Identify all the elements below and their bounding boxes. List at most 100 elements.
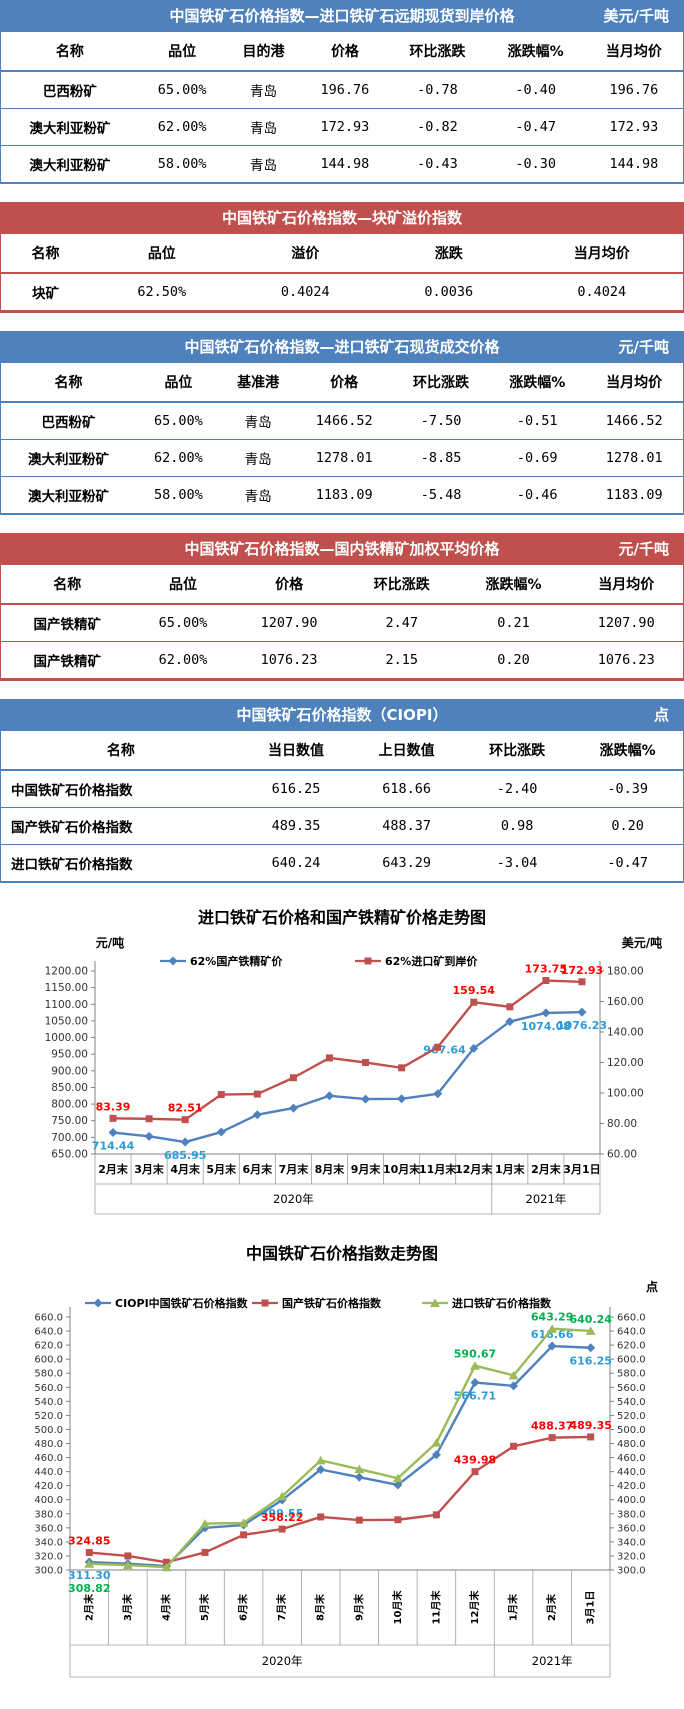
data-label: 82.51 <box>168 1102 203 1115</box>
left-tick-label: 950.00 <box>51 1049 88 1061</box>
data-label: 399.55 <box>261 1507 303 1520</box>
legend-item: 62%进口矿到岸价 <box>355 954 478 968</box>
data-point <box>508 1370 519 1380</box>
table-row: 国产铁精矿 65.00% 1207.90 2.47 0.21 1207.90 <box>1 604 683 642</box>
legend-label: 62%进口矿到岸价 <box>385 954 478 968</box>
row-name-cell: 国产铁矿石价格指数 <box>11 820 133 836</box>
table-row: 巴西粉矿 65.00% 青岛 1466.52 -7.50 -0.51 1466.52 <box>1 402 683 440</box>
data-point <box>471 1468 479 1476</box>
right-tick-label: 100.00 <box>607 1088 644 1100</box>
value-cell: 144.98 <box>609 156 659 172</box>
right-tick-label: 440.0 <box>617 1467 646 1478</box>
value-cell: 0.0036 <box>424 284 474 300</box>
import-ore-spot-transaction-price-table: 中国铁矿石价格指数—进口铁矿石现货成交价格 元/千吨 名称 品位 基准港 价格 环比涨跌… <box>0 331 684 515</box>
left-tick-label: 850.00 <box>51 1082 88 1094</box>
table-row: 国产铁矿石价格指数 489.35 488.37 0.98 0.20 <box>1 807 683 845</box>
left-tick-label: 1000.00 <box>45 1032 88 1044</box>
data-point <box>316 1465 326 1475</box>
left-tick-label: 360.0 <box>34 1523 63 1534</box>
category-label: 12月末 <box>455 1162 493 1176</box>
header-row: 名称 当日数值 上日数值 环比涨跌 涨跌幅% <box>1 731 683 770</box>
left-tick-label: 1200.00 <box>45 966 88 978</box>
value-cell: -0.78 <box>417 82 458 98</box>
right-tick-label: 180.00 <box>607 966 644 978</box>
value-cell: -0.51 <box>516 413 558 429</box>
left-tick-label: 800.00 <box>51 1099 88 1111</box>
left-tick-label: 620.0 <box>34 1341 63 1352</box>
category-label: 3月末 <box>134 1162 165 1176</box>
data-point <box>547 1341 557 1351</box>
category-label: 6月末 <box>237 1593 250 1621</box>
category-label: 12月末 <box>468 1590 481 1625</box>
left-tick-label: 700.00 <box>51 1132 88 1144</box>
value-cell: 0.21 <box>497 615 530 631</box>
data-label: 439.98 <box>454 1454 496 1467</box>
column-header: 名称 <box>54 375 83 391</box>
right-tick-label: 500.0 <box>617 1425 646 1436</box>
ciopi-index-table: 中国铁矿石价格指数（CIOPI） 点 名称 当日数值 上日数值 环比涨跌 涨跌幅% 中国铁… <box>0 699 684 883</box>
data-label: 967.64 <box>423 1043 466 1056</box>
column-header: 名称 <box>31 246 60 262</box>
data-point <box>168 956 178 966</box>
data-point <box>324 1091 334 1101</box>
column-header: 当月均价 <box>605 44 662 60</box>
data-point <box>144 1131 154 1141</box>
data-point <box>162 1558 170 1566</box>
data-point <box>586 1343 596 1353</box>
legend-item: CIOPI中国铁矿石价格指数 <box>85 1296 249 1310</box>
data-point <box>180 1137 190 1147</box>
value-cell: -0.30 <box>515 156 556 172</box>
left-tick-label: 650.00 <box>51 1149 88 1161</box>
value-cell: 1076.23 <box>597 652 655 668</box>
value-cell: -2.40 <box>496 781 538 797</box>
data-table: 名称 当日数值 上日数值 环比涨跌 涨跌幅% 中国铁矿石价格指数 616.25 618.66 -… <box>1 731 683 881</box>
data-label: 618.66 <box>531 1328 574 1341</box>
data-point <box>109 1114 117 1122</box>
data-table: 名称 品位 价格 环比涨跌 涨跌幅% 当月均价 国产铁精矿 65.00% 1207.90 2.47… <box>1 565 683 678</box>
table-title: 中国铁矿石价格指数—块矿溢价指数 <box>221 209 462 227</box>
data-point <box>398 1064 406 1072</box>
right-tick-label: 400.0 <box>617 1495 646 1506</box>
value-cell: 65.00% <box>154 413 203 429</box>
value-cell: 1466.52 <box>315 413 373 429</box>
category-label: 10月末 <box>383 1162 421 1176</box>
data-label: 590.67 <box>454 1348 496 1361</box>
left-tick-label: 1100.00 <box>45 999 88 1011</box>
data-point <box>469 1043 479 1053</box>
data-point <box>587 1433 595 1441</box>
data-point <box>354 1464 365 1474</box>
value-cell: 1183.09 <box>315 487 373 503</box>
data-point <box>470 1361 480 1370</box>
data-point <box>431 1450 441 1460</box>
legend-label: 进口铁矿石价格指数 <box>452 1296 552 1310</box>
data-point <box>217 1091 225 1099</box>
data-table: 名称 品位 基准港 价格 环比涨跌 涨跌幅% 当月均价 巴西粉矿 65.00% 青岛 1466.52… <box>1 363 683 513</box>
left-tick-label: 640.0 <box>34 1327 63 1338</box>
data-point <box>361 1094 371 1104</box>
column-header: 价格 <box>330 44 359 60</box>
value-cell: 172.93 <box>320 119 370 135</box>
column-header: 环比涨跌 <box>489 743 546 759</box>
table-row: 澳大利亚粉矿 58.00% 青岛 144.98 -0.43 -0.30 144.98 <box>1 145 683 183</box>
left-tick-label: 380.0 <box>34 1509 63 1520</box>
left-tick-label: 480.0 <box>34 1439 63 1450</box>
category-label: 9月末 <box>352 1593 365 1621</box>
category-label: 2月末 <box>545 1593 558 1621</box>
data-point <box>289 1074 297 1082</box>
column-header: 目的港 <box>242 44 285 60</box>
column-header: 涨跌幅% <box>599 743 656 759</box>
data-point <box>252 1110 262 1120</box>
category-label: 9月末 <box>351 1162 382 1176</box>
value-cell: -5.48 <box>420 487 462 503</box>
data-point <box>93 1298 103 1308</box>
chart-title: 中国铁矿石价格指数走势图 <box>246 1244 438 1263</box>
data-label: 83.39 <box>96 1100 131 1113</box>
data-label: 1074.08 <box>521 1020 571 1033</box>
value-cell: 1183.09 <box>605 487 663 503</box>
left-tick-label: 540.0 <box>34 1397 63 1408</box>
table-unit-label: 元/千吨 <box>618 338 669 356</box>
table-row: 巴西粉矿 65.00% 青岛 196.76 -0.78 -0.40 196.76 <box>1 71 683 109</box>
year-group-label: 2020年 <box>262 1654 303 1668</box>
value-cell: 62.00% <box>154 450 203 466</box>
table-title: 中国铁矿石价格指数—进口铁矿石远期现货到岸价格 <box>169 7 515 25</box>
